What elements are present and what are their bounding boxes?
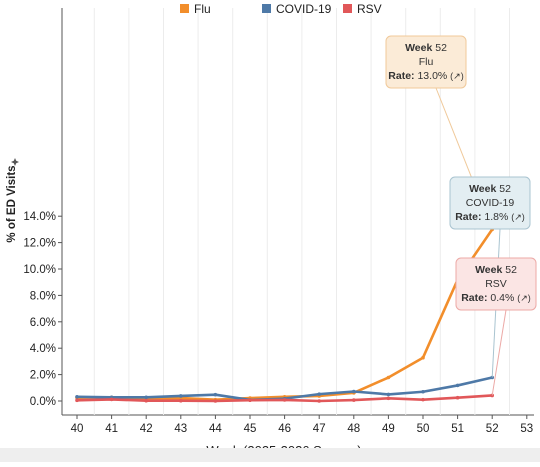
sparkle-icon	[11, 158, 19, 166]
y-tick-label: 10.0%	[23, 264, 56, 276]
data-point	[144, 398, 148, 403]
legend-swatch-covid-19	[262, 4, 271, 13]
callout-rate-value: 0.4%	[490, 292, 517, 304]
callout-rate-label: Rate:	[388, 70, 417, 82]
callout-covid-19: Week 52 COVID-19 Rate: 1.8% (↗)	[449, 176, 531, 230]
trend-arrow-icon: (↗)	[517, 293, 531, 303]
x-tick-label: 40	[71, 423, 84, 435]
data-point	[455, 383, 460, 388]
x-tick-label: 41	[105, 423, 118, 435]
x-tick-label: 42	[140, 423, 153, 435]
x-tick-label: 52	[486, 423, 499, 435]
legend-label: Flu	[194, 2, 211, 16]
callout-week: Week 52	[405, 42, 447, 54]
data-point	[386, 396, 391, 401]
callout-week-value: 52	[505, 264, 517, 276]
callout-rate: Rate: 1.8% (↗)	[455, 211, 525, 223]
callout-rate-label: Rate:	[461, 292, 490, 304]
y-tick-label: 8.0%	[30, 290, 56, 302]
callout-rate: Rate: 0.4% (↗)	[461, 292, 531, 304]
data-point	[421, 389, 425, 394]
callout-rate-label: Rate:	[455, 211, 484, 223]
y-axis-title: % of ED Visits	[6, 165, 18, 242]
data-point	[179, 394, 183, 398]
data-point	[386, 375, 391, 380]
y-tick-label: 4.0%	[30, 343, 56, 355]
y-tick-label: 12.0%	[23, 238, 56, 250]
callout-box	[385, 35, 467, 89]
callout-week-value: 52	[435, 42, 447, 54]
data-point	[421, 397, 425, 402]
data-point	[386, 392, 391, 397]
x-tick-label: 49	[382, 423, 395, 435]
x-tick-label: 50	[417, 423, 430, 435]
x-tick-label: 53	[520, 423, 533, 435]
y-tick-label: 2.0%	[30, 370, 56, 382]
data-point	[490, 375, 495, 380]
callout-rate: Rate: 13.0% (↗)	[388, 70, 463, 82]
legend-label: COVID-19	[276, 2, 332, 16]
data-point	[213, 399, 218, 403]
data-point	[179, 398, 183, 403]
callout-leader	[491, 309, 507, 396]
callout-box	[455, 257, 537, 311]
data-point	[317, 392, 322, 396]
y-tick-label: 6.0%	[30, 317, 56, 329]
y-axis-title-group: % of ED Visits	[6, 165, 18, 242]
legend-label: RSV	[357, 2, 382, 16]
callout-week-label: Week	[475, 264, 505, 276]
data-point	[109, 397, 114, 402]
data-point	[248, 398, 252, 403]
x-tick-label: 48	[347, 423, 360, 435]
data-point	[213, 392, 218, 397]
callout-name: COVID-19	[466, 197, 515, 209]
x-tick-label: 46	[278, 423, 291, 435]
callout-box	[449, 176, 531, 230]
legend-swatch-flu	[180, 4, 189, 13]
y-tick-label: 0.0%	[30, 396, 56, 408]
callout-name: RSV	[485, 278, 507, 290]
callout-week-value: 52	[499, 183, 511, 195]
x-tick-label: 45	[244, 423, 257, 435]
callout-week-label: Week	[405, 42, 435, 54]
x-tick-label: 44	[209, 423, 222, 435]
callout-rate-value: 1.8%	[484, 211, 511, 223]
callout-week-label: Week	[469, 183, 499, 195]
callout-week: Week 52	[469, 183, 511, 195]
callout-rsv: Week 52 RSV Rate: 0.4% (↗)	[455, 257, 537, 311]
data-point	[352, 389, 356, 394]
legend-swatch-rsv	[343, 4, 352, 13]
trend-arrow-icon: (↗)	[511, 212, 525, 222]
footer-strip	[0, 448, 540, 462]
data-point	[317, 399, 322, 403]
callout-week: Week 52	[475, 264, 517, 276]
data-point	[352, 398, 356, 402]
x-tick-label: 47	[313, 423, 326, 435]
callout-name: Flu	[419, 56, 434, 68]
x-tick-label: 43	[174, 423, 187, 435]
data-point	[75, 398, 79, 403]
trend-arrow-icon: (↗)	[450, 71, 464, 81]
x-tick-label: 51	[451, 423, 464, 435]
data-point	[75, 394, 79, 399]
data-point	[282, 398, 287, 402]
data-point	[421, 355, 425, 360]
series-line-flu	[76, 228, 494, 401]
callout-rate-value: 13.0%	[417, 70, 450, 82]
data-point	[144, 395, 148, 400]
data-point	[455, 395, 460, 400]
y-tick-label: 14.0%	[23, 211, 56, 223]
